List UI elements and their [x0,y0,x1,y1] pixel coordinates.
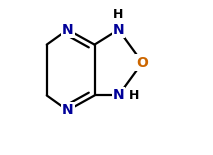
Text: N: N [62,103,73,117]
Text: N: N [113,89,124,102]
Text: N: N [113,23,124,37]
Text: H: H [129,89,139,102]
Text: N: N [62,23,73,37]
Text: O: O [137,55,148,70]
Text: H: H [113,8,124,21]
